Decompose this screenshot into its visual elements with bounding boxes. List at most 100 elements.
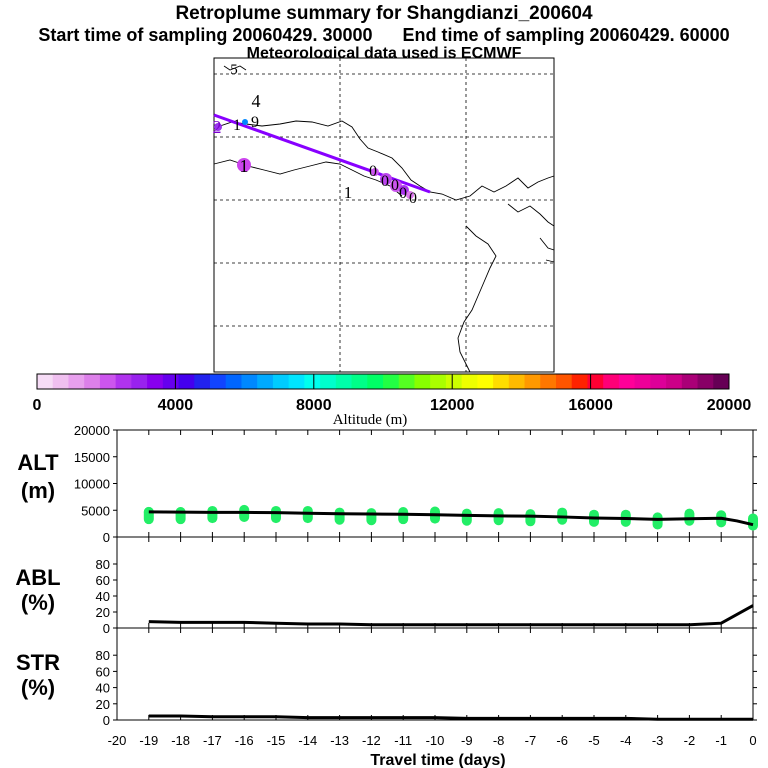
sampling-times: Start time of sampling 20060429. 30000 En… (0, 25, 768, 46)
map-marker-label: 1 (240, 156, 249, 176)
cluster-circle (390, 180, 402, 192)
chart-title: Retroplume summary for Shangdianzi_20060… (175, 3, 593, 24)
y-axis-label: (m) (21, 478, 55, 503)
x-tick-label: -16 (235, 733, 254, 748)
colorbar-swatch (147, 374, 164, 389)
cluster-circle (371, 168, 379, 176)
colorbar-swatch (99, 374, 117, 389)
x-tick-label: -20 (108, 733, 127, 748)
colorbar-tick-label: 16000 (568, 397, 613, 414)
map-marker-label: 0 (399, 185, 407, 202)
colorbar-swatch (304, 374, 321, 389)
map-marker-label: 1 (344, 183, 353, 202)
colorbar-swatch (178, 374, 195, 389)
colorbar-swatch (556, 374, 573, 389)
x-tick-label: -17 (203, 733, 222, 748)
map-marker-label: 1 (233, 117, 241, 134)
colorbar-swatch (257, 374, 274, 389)
colorbar-swatch (430, 374, 447, 389)
colorbar-swatch (493, 374, 510, 389)
map-marker-label: 0 (409, 190, 417, 207)
panel-frame (116, 627, 754, 721)
cluster-circle (242, 119, 248, 125)
colorbar-swatch (241, 374, 258, 389)
colorbar-swatch (84, 374, 101, 389)
colorbar-swatch (713, 374, 730, 389)
cluster-circle (380, 173, 392, 185)
altitude-mean-line (148, 510, 754, 527)
x-tick-label: -6 (556, 733, 568, 748)
x-tick-label: -14 (298, 733, 317, 748)
y-axis-label: (%) (21, 590, 55, 615)
colorbar-swatch (320, 374, 337, 389)
x-tick-label: -11 (394, 733, 412, 748)
x-tick-label: -3 (652, 733, 664, 748)
y-tick-label: 40 (96, 589, 110, 604)
y-tick-label: 10000 (74, 477, 110, 492)
colorbar-swatch (461, 374, 478, 389)
str-series-line (148, 714, 753, 721)
colorbar-tick-label: 8000 (296, 397, 332, 414)
map-frame (213, 57, 555, 373)
map-marker-label: 0 (381, 173, 389, 190)
colorbar-swatch (603, 374, 620, 389)
map-marker-label: 0 (369, 163, 377, 180)
x-tick-label: -15 (267, 733, 286, 748)
y-axis-label: STR (16, 650, 60, 675)
colorbar-swatch (445, 374, 463, 389)
panel-frame (116, 536, 754, 629)
plume-clusters (214, 119, 414, 199)
altitude-point (143, 506, 154, 517)
colorbar-tick-label: 20000 (707, 397, 752, 414)
map-gridlines (213, 58, 554, 373)
x-tick-label: -7 (525, 733, 537, 748)
map-marker-label: 5 (230, 62, 238, 78)
x-tick-label: -12 (362, 733, 381, 748)
x-axis-title: Travel time (days) (370, 752, 505, 768)
colorbar-swatch (398, 374, 415, 389)
y-tick-label: 0 (103, 530, 110, 545)
colorbar-swatch (634, 374, 651, 389)
cluster-circle (399, 185, 409, 195)
colorbar-swatch (131, 374, 148, 389)
y-axis-label: (%) (21, 675, 55, 700)
x-tick-label: 0 (749, 733, 756, 748)
x-tick-label: -13 (330, 733, 349, 748)
cluster-circle (237, 158, 251, 172)
colorbar-swatch (618, 374, 636, 389)
cluster-circle (406, 191, 414, 199)
colorbar-swatch (414, 374, 431, 389)
colorbar-swatch (540, 374, 557, 389)
y-tick-label: 80 (96, 557, 110, 572)
map-marker-label: 4 (252, 91, 261, 111)
altitude-colorbar: 0 4000 8000 12000 16000 20000 (33, 373, 752, 414)
colorbar-tick-label: 0 (33, 397, 42, 414)
y-tick-label: 20 (96, 605, 110, 620)
cluster-circle (214, 123, 222, 131)
colorbar-swatch (681, 374, 699, 389)
colorbar-swatch (508, 374, 526, 389)
colorbar-swatch (272, 374, 290, 389)
map-marker-label: 9 (251, 114, 259, 131)
x-tick-label: -2 (684, 733, 696, 748)
colorbar-title: Altitude (m) (333, 412, 408, 428)
x-tick-label: -5 (588, 733, 600, 748)
x-tick-label: -9 (461, 733, 473, 748)
x-tick-label: -19 (139, 733, 158, 748)
y-tick-label: 20 (96, 697, 110, 712)
end-time-label: End time of sampling 20060429. 60000 (402, 25, 730, 45)
time-series-panels: 20000150001000050000ALT(m)806040200ABL(%… (15, 423, 758, 748)
colorbar-swatch (115, 374, 132, 389)
colorbar-swatch (367, 374, 384, 389)
y-tick-label: 60 (96, 664, 110, 679)
y-tick-label: 20000 (74, 423, 110, 438)
colorbar-swatch (37, 374, 54, 389)
colorbar-swatch (210, 374, 227, 389)
colorbar-swatch (162, 374, 180, 389)
x-tick-label: -4 (620, 733, 632, 748)
colorbar-swatch (477, 374, 494, 389)
colorbar-swatch (351, 374, 368, 389)
